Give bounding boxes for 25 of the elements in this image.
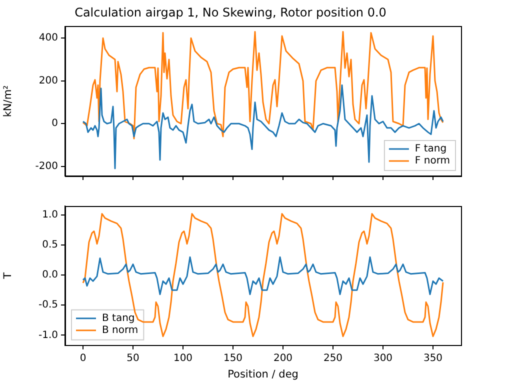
x-tick-label: 150 [223,352,243,364]
y-tick-label: 0.5 [42,240,58,251]
y-tick-label: 0.0 [42,270,58,281]
x-tick-label: 50 [126,352,140,364]
y-tick-label: -0.5 [38,300,58,311]
y-tick-label: -1.0 [38,330,58,341]
legend-label: B norm [102,324,138,336]
y-tick-label: -200 [35,160,58,172]
x-tick-label: 350 [423,352,443,364]
chart-title: Calculation airgap 1, No Skewing, Rotor position 0.0 [74,5,386,20]
x-tick-label: 300 [373,352,393,364]
y-axis-title: kN/m² [2,85,14,118]
x-tick-label: 200 [273,352,293,364]
x-tick-label: 250 [323,352,343,364]
legend-label: F norm [414,156,450,167]
x-tick-label: 100 [173,352,193,364]
y-tick-label: 0 [52,118,58,130]
legend-label: F tang [414,144,447,155]
x-axis-title: Position / deg [228,368,298,380]
legend-label: B tang [102,312,135,324]
y-tick-label: 400 [38,32,58,44]
y-tick-label: 1.0 [42,210,58,221]
x-tick-label: 0 [80,352,86,364]
y-axis-title: T [2,272,14,280]
y-tick-label: 200 [38,75,58,86]
